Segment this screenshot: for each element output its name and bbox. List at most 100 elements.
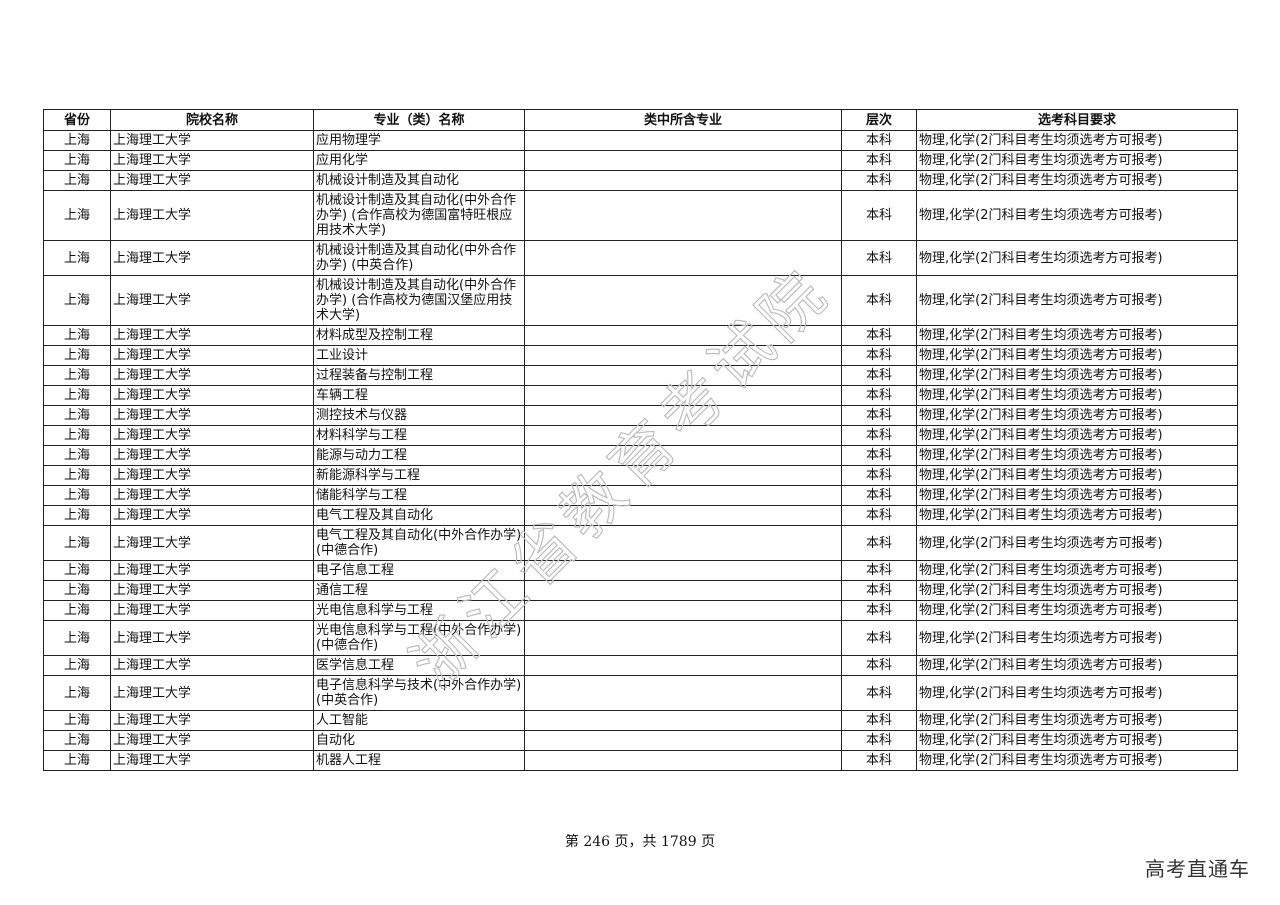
admission-table: 省份 院校名称 专业（类）名称 类中所含专业 层次 选考科目要求 上海 上海理工大学 应用物理… [43,109,1238,771]
table-row: 上海 上海理工大学 人工智能 本科 物理,化学(2门科目考生均须选考方可报考) [43,710,1238,731]
cell-major: 机器人工程 [313,750,525,771]
table-row: 上海 上海理工大学 储能科学与工程 本科 物理,化学(2门科目考生均须选考方可报考) [43,485,1238,506]
cell-subject-requirement: 物理,化学(2门科目考生均须选考方可报考) [916,405,1238,426]
cell-major: 能源与动力工程 [313,445,525,466]
brand-logo-text: 高考直通车 [1145,857,1250,881]
cell-major: 车辆工程 [313,385,525,406]
cell-province: 上海 [43,190,111,241]
cell-school: 上海理工大学 [110,525,314,561]
table-row: 上海 上海理工大学 电气工程及其自动化(中外合作办学) (中德合作) 本科 物理,化学(… [43,525,1238,561]
cell-sub-majors [524,710,842,731]
cell-major: 人工智能 [313,710,525,731]
cell-subject-requirement: 物理,化学(2门科目考生均须选考方可报考) [916,710,1238,731]
cell-school: 上海理工大学 [110,325,314,346]
cell-subject-requirement: 物理,化学(2门科目考生均须选考方可报考) [916,425,1238,446]
cell-sub-majors [524,525,842,561]
cell-subject-requirement: 物理,化学(2门科目考生均须选考方可报考) [916,580,1238,601]
cell-major: 材料成型及控制工程 [313,325,525,346]
page-number: 第 246 页，共 1789 页 [564,834,716,850]
cell-sub-majors [524,675,842,711]
cell-subject-requirement: 物理,化学(2门科目考生均须选考方可报考) [916,465,1238,486]
cell-major: 应用化学 [313,150,525,171]
cell-level: 本科 [841,275,917,326]
cell-sub-majors [524,405,842,426]
cell-sub-majors [524,600,842,621]
table-row: 上海 上海理工大学 机械设计制造及其自动化(中外合作办学) (合作高校为德国汉堡应用… [43,275,1238,326]
cell-school: 上海理工大学 [110,405,314,426]
cell-major: 自动化 [313,730,525,751]
cell-sub-majors [524,345,842,366]
cell-school: 上海理工大学 [110,130,314,151]
cell-school: 上海理工大学 [110,505,314,526]
table-row: 上海 上海理工大学 材料成型及控制工程 本科 物理,化学(2门科目考生均须选考方可报考) [43,325,1238,346]
cell-subject-requirement: 物理,化学(2门科目考生均须选考方可报考) [916,525,1238,561]
cell-subject-requirement: 物理,化学(2门科目考生均须选考方可报考) [916,485,1238,506]
cell-subject-requirement: 物理,化学(2门科目考生均须选考方可报考) [916,620,1238,656]
cell-major: 光电信息科学与工程(中外合作办学) (中德合作) [313,620,525,656]
cell-province: 上海 [43,505,111,526]
cell-subject-requirement: 物理,化学(2门科目考生均须选考方可报考) [916,600,1238,621]
cell-subject-requirement: 物理,化学(2门科目考生均须选考方可报考) [916,150,1238,171]
cell-major: 新能源科学与工程 [313,465,525,486]
cell-major: 机械设计制造及其自动化(中外合作办学) (合作高校为德国富特旺根应用技术大学) [313,190,525,241]
cell-province: 上海 [43,170,111,191]
cell-level: 本科 [841,385,917,406]
cell-sub-majors [524,385,842,406]
cell-province: 上海 [43,560,111,581]
table-row: 上海 上海理工大学 材料科学与工程 本科 物理,化学(2门科目考生均须选考方可报考) [43,425,1238,446]
cell-subject-requirement: 物理,化学(2门科目考生均须选考方可报考) [916,240,1238,276]
table-row: 上海 上海理工大学 电子信息科学与技术(中外合作办学) (中英合作) 本科 物理,化学(… [43,675,1238,711]
cell-subject-requirement: 物理,化学(2门科目考生均须选考方可报考) [916,730,1238,751]
column-header-sub-majors: 类中所含专业 [524,109,842,131]
cell-major: 通信工程 [313,580,525,601]
cell-province: 上海 [43,275,111,326]
cell-major: 医学信息工程 [313,655,525,676]
cell-major: 电气工程及其自动化(中外合作办学) (中德合作) [313,525,525,561]
cell-level: 本科 [841,240,917,276]
cell-school: 上海理工大学 [110,190,314,241]
cell-major: 过程装备与控制工程 [313,365,525,386]
cell-school: 上海理工大学 [110,675,314,711]
cell-sub-majors [524,170,842,191]
cell-level: 本科 [841,190,917,241]
cell-subject-requirement: 物理,化学(2门科目考生均须选考方可报考) [916,170,1238,191]
cell-sub-majors [524,130,842,151]
cell-province: 上海 [43,345,111,366]
cell-school: 上海理工大学 [110,385,314,406]
column-header-school: 院校名称 [110,109,314,131]
cell-school: 上海理工大学 [110,445,314,466]
cell-sub-majors [524,275,842,326]
cell-school: 上海理工大学 [110,560,314,581]
cell-school: 上海理工大学 [110,730,314,751]
column-header-province: 省份 [43,109,111,131]
cell-province: 上海 [43,525,111,561]
cell-subject-requirement: 物理,化学(2门科目考生均须选考方可报考) [916,325,1238,346]
cell-school: 上海理工大学 [110,275,314,326]
cell-level: 本科 [841,655,917,676]
cell-province: 上海 [43,580,111,601]
cell-level: 本科 [841,345,917,366]
cell-level: 本科 [841,425,917,446]
cell-level: 本科 [841,365,917,386]
cell-sub-majors [524,730,842,751]
table-row: 上海 上海理工大学 光电信息科学与工程(中外合作办学) (中德合作) 本科 物理,化学(… [43,620,1238,656]
cell-subject-requirement: 物理,化学(2门科目考生均须选考方可报考) [916,750,1238,771]
cell-sub-majors [524,240,842,276]
table-row: 上海 上海理工大学 机械设计制造及其自动化(中外合作办学) (合作高校为德国富特旺根… [43,190,1238,241]
cell-subject-requirement: 物理,化学(2门科目考生均须选考方可报考) [916,130,1238,151]
cell-level: 本科 [841,150,917,171]
cell-province: 上海 [43,240,111,276]
table-row: 上海 上海理工大学 自动化 本科 物理,化学(2门科目考生均须选考方可报考) [43,730,1238,751]
cell-province: 上海 [43,675,111,711]
table-row: 上海 上海理工大学 工业设计 本科 物理,化学(2门科目考生均须选考方可报考) [43,345,1238,366]
cell-major: 电子信息科学与技术(中外合作办学) (中英合作) [313,675,525,711]
cell-level: 本科 [841,405,917,426]
cell-subject-requirement: 物理,化学(2门科目考生均须选考方可报考) [916,275,1238,326]
cell-level: 本科 [841,445,917,466]
cell-level: 本科 [841,325,917,346]
cell-sub-majors [524,325,842,346]
table-row: 上海 上海理工大学 应用物理学 本科 物理,化学(2门科目考生均须选考方可报考) [43,130,1238,151]
cell-school: 上海理工大学 [110,425,314,446]
table-row: 上海 上海理工大学 能源与动力工程 本科 物理,化学(2门科目考生均须选考方可报考) [43,445,1238,466]
cell-sub-majors [524,465,842,486]
